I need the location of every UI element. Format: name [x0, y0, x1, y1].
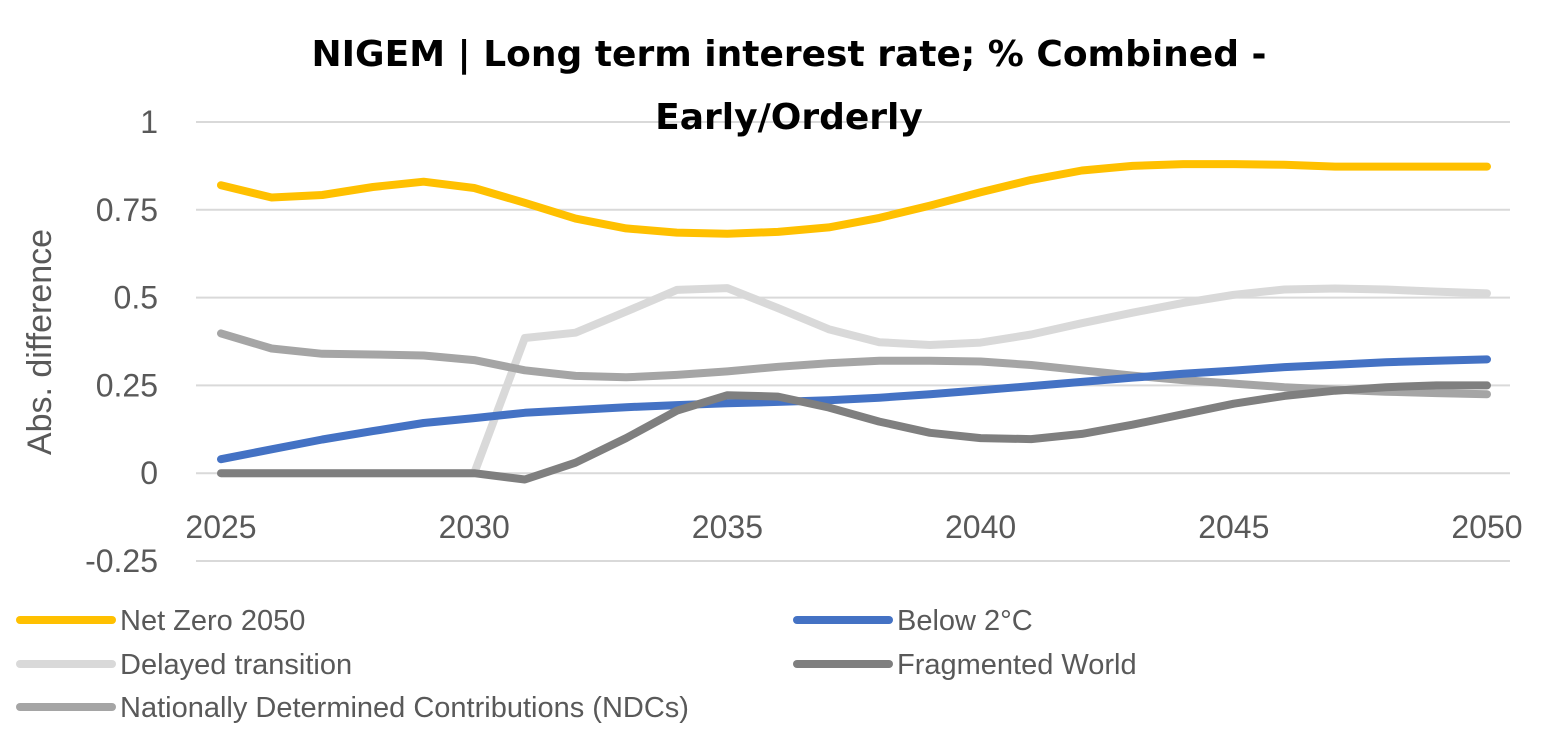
series-line-nationally-determined-contributions-ndcs	[217, 329, 1491, 399]
chart-title-line-1: NIGEM | Long term interest rate; % Combi…	[312, 34, 1267, 75]
y-tick-label: 0.25	[96, 367, 158, 403]
legend-label: Fragmented World	[897, 649, 1137, 681]
series-line-delayed-transition	[217, 284, 1491, 478]
legend-item-nationally-determined-contributions-ndcs: Nationally Determined Contributions (NDC…	[16, 692, 689, 724]
y-tick-label: 1	[140, 104, 158, 140]
legend-label: Net Zero 2050	[120, 605, 305, 637]
x-tick-label: 2050	[1451, 509, 1522, 545]
y-tick-label: -0.25	[85, 543, 158, 579]
x-tick-labels: 2025 2030 2035 2040 2045 2050	[185, 509, 1522, 545]
series-line-below-2-c	[217, 355, 1491, 464]
chart-title-line-2: Early/Orderly	[655, 97, 923, 138]
series-line-net-zero-2050	[217, 160, 1491, 238]
x-tick-label: 2045	[1198, 509, 1269, 545]
x-tick-label: 2025	[185, 509, 256, 545]
legend-item-below-2-c: Below 2°C	[793, 605, 1033, 637]
y-tick-label: 0.5	[114, 280, 158, 316]
legend-item-fragmented-world: Fragmented World	[793, 649, 1137, 681]
legend-label: Below 2°C	[897, 605, 1033, 637]
x-tick-label: 2035	[692, 509, 763, 545]
y-tick-label: 0.75	[96, 192, 158, 228]
y-tick-label: 0	[140, 455, 158, 491]
legend-label: Nationally Determined Contributions (NDC…	[120, 692, 689, 724]
x-tick-label: 2040	[945, 509, 1016, 545]
legend-label: Delayed transition	[120, 649, 352, 681]
series-lines	[217, 160, 1491, 484]
legend-item-delayed-transition: Delayed transition	[16, 649, 352, 681]
x-tick-label: 2030	[439, 509, 510, 545]
y-axis-label: Abs. difference	[21, 229, 59, 455]
y-tick-labels: 1 0.75 0.5 0.25 0 -0.25	[85, 104, 158, 579]
legend-item-net-zero-2050: Net Zero 2050	[16, 605, 305, 637]
series-line-fragmented-world	[217, 381, 1491, 484]
legend: Net Zero 2050 Below 2°C Delayed transition…	[16, 605, 1137, 724]
